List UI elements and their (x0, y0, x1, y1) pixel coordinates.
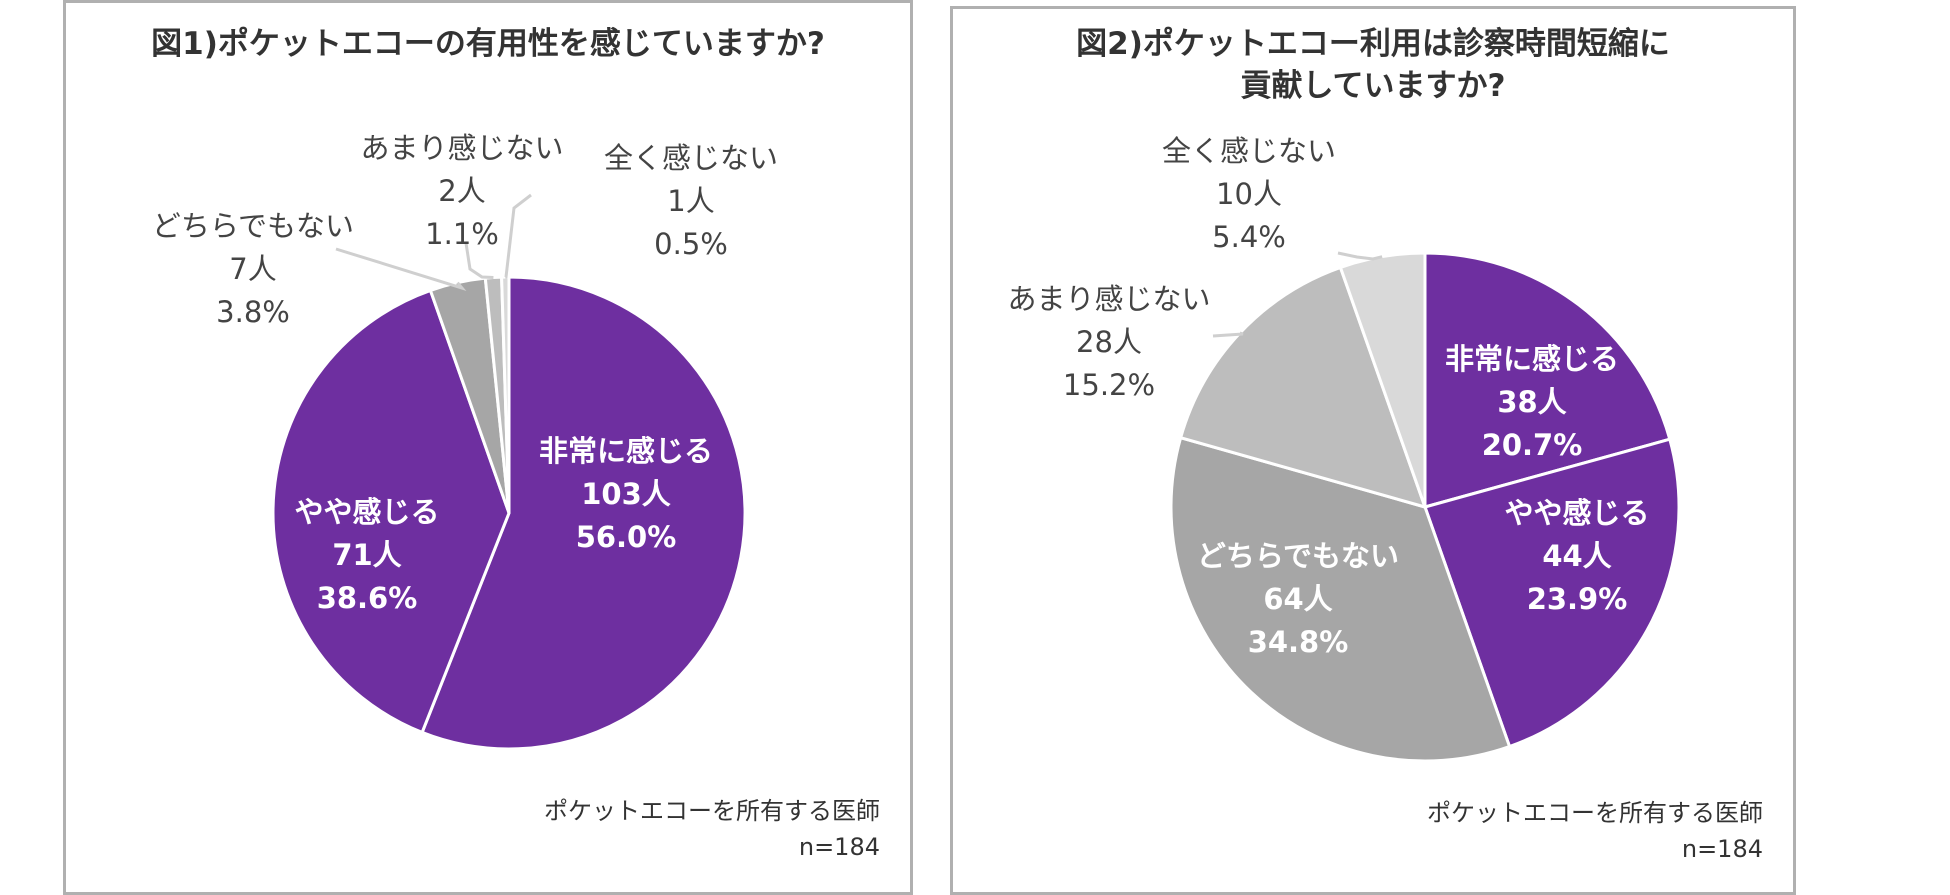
slice-name: やや感じる (1504, 496, 1649, 530)
footnote-text: ポケットエコーを所有する医師 (1427, 799, 1763, 827)
slice-name: 全く感じない (1162, 134, 1336, 168)
slice-percent: 23.9% (1527, 582, 1628, 616)
slice-percent: 15.2% (1063, 368, 1155, 402)
slice-percent: 34.8% (1248, 625, 1349, 659)
chart-title-1: 図1)ポケットエコーの有用性を感じていますか? (151, 26, 825, 62)
pie-slice-somewhat (1423, 437, 1681, 749)
sample-size: n=184 (798, 833, 880, 861)
slice-count: 28人 (1076, 325, 1142, 359)
slice-label-neutral: どちらでもない 64人 34.8% (1197, 539, 1399, 659)
leader-line-neutral (335, 247, 467, 291)
leader-line-none (504, 193, 532, 279)
slice-label-neutral: どちらでもない 7人 3.8% (152, 209, 354, 329)
slice-name: あまり感じない (360, 131, 563, 165)
slice-percent: 1.1% (425, 217, 499, 251)
slice-count: 1人 (667, 184, 714, 218)
slice-name: 非常に感じる (539, 434, 713, 468)
slice-name: 全く感じない (604, 141, 778, 175)
leader-line-none (1337, 251, 1383, 261)
chart-title-2-line-1: 図2)ポケットエコー利用は診察時間短縮に (1076, 26, 1670, 62)
slice-percent: 38.6% (317, 581, 418, 615)
slice-name: あまり感じない (1007, 282, 1210, 316)
leader-line-little (1212, 331, 1244, 338)
slice-label-little: あまり感じない 28人 15.2% (1007, 282, 1210, 402)
slice-count: 64人 (1263, 582, 1332, 616)
slice-count: 10人 (1216, 177, 1282, 211)
pie-slice-very (420, 275, 747, 751)
chart-footnote-1: ポケットエコーを所有する医師 n=184 (544, 793, 880, 865)
slice-percent: 5.4% (1212, 220, 1286, 254)
pie-chart-1: 非常に感じる 103人 56.0% やや感じる 71人 38.6% どちらでもない 7人 3.8… (152, 131, 778, 751)
slice-count: 71人 (332, 538, 401, 572)
slice-percent: 56.0% (576, 520, 677, 554)
sample-size: n=184 (1681, 835, 1763, 863)
slice-label-somewhat: やや感じる 71人 38.6% (294, 495, 439, 615)
slice-count: 2人 (438, 174, 485, 208)
slice-label-none: 全く感じない 1人 0.5% (604, 141, 778, 261)
slice-label-little: あまり感じない 2人 1.1% (360, 131, 563, 251)
chart-footnote-2: ポケットエコーを所有する医師 n=184 (1427, 795, 1763, 867)
chart-panel-2: 図2)ポケットエコー利用は診察時間短縮に 貢献していますか? 非常に感じる 38人… (950, 6, 1796, 895)
pie-slice-somewhat (271, 288, 511, 735)
slice-name: どちらでもない (1197, 539, 1399, 573)
slice-name: やや感じる (294, 495, 439, 529)
chart-title-2-line-2: 貢献していますか? (1240, 68, 1506, 104)
slice-count: 7人 (229, 252, 276, 286)
pie-chart-2: 非常に感じる 38人 20.7% やや感じる 44人 23.9% どちらでもない 64人 34.… (1007, 134, 1681, 763)
slice-percent: 0.5% (654, 227, 728, 261)
slice-name: どちらでもない (152, 209, 354, 243)
slice-percent: 3.8% (216, 295, 290, 329)
slice-label-none: 全く感じない 10人 5.4% (1162, 134, 1336, 254)
slice-label-very: 非常に感じる 103人 56.0% (539, 434, 713, 554)
slice-name: 非常に感じる (1445, 342, 1619, 376)
slice-count: 103人 (581, 477, 671, 511)
slice-count: 38人 (1497, 385, 1566, 419)
pie-slice-very (1423, 251, 1672, 509)
slice-label-very: 非常に感じる 38人 20.7% (1445, 342, 1619, 462)
pie-slice-neutral (1169, 435, 1512, 763)
chart-panel-1: 図1)ポケットエコーの有用性を感じていますか? 非常に感じる 103人 56.0% や… (63, 0, 913, 895)
pie-slice-none (500, 275, 511, 514)
slice-percent: 20.7% (1482, 428, 1583, 462)
chart-title-2: 図2)ポケットエコー利用は診察時間短縮に 貢献していますか? (953, 23, 1793, 107)
leader-line-little (464, 242, 494, 280)
footnote-text: ポケットエコーを所有する医師 (544, 797, 880, 825)
slice-label-somewhat: やや感じる 44人 23.9% (1504, 496, 1649, 616)
slice-count: 44人 (1542, 539, 1611, 573)
